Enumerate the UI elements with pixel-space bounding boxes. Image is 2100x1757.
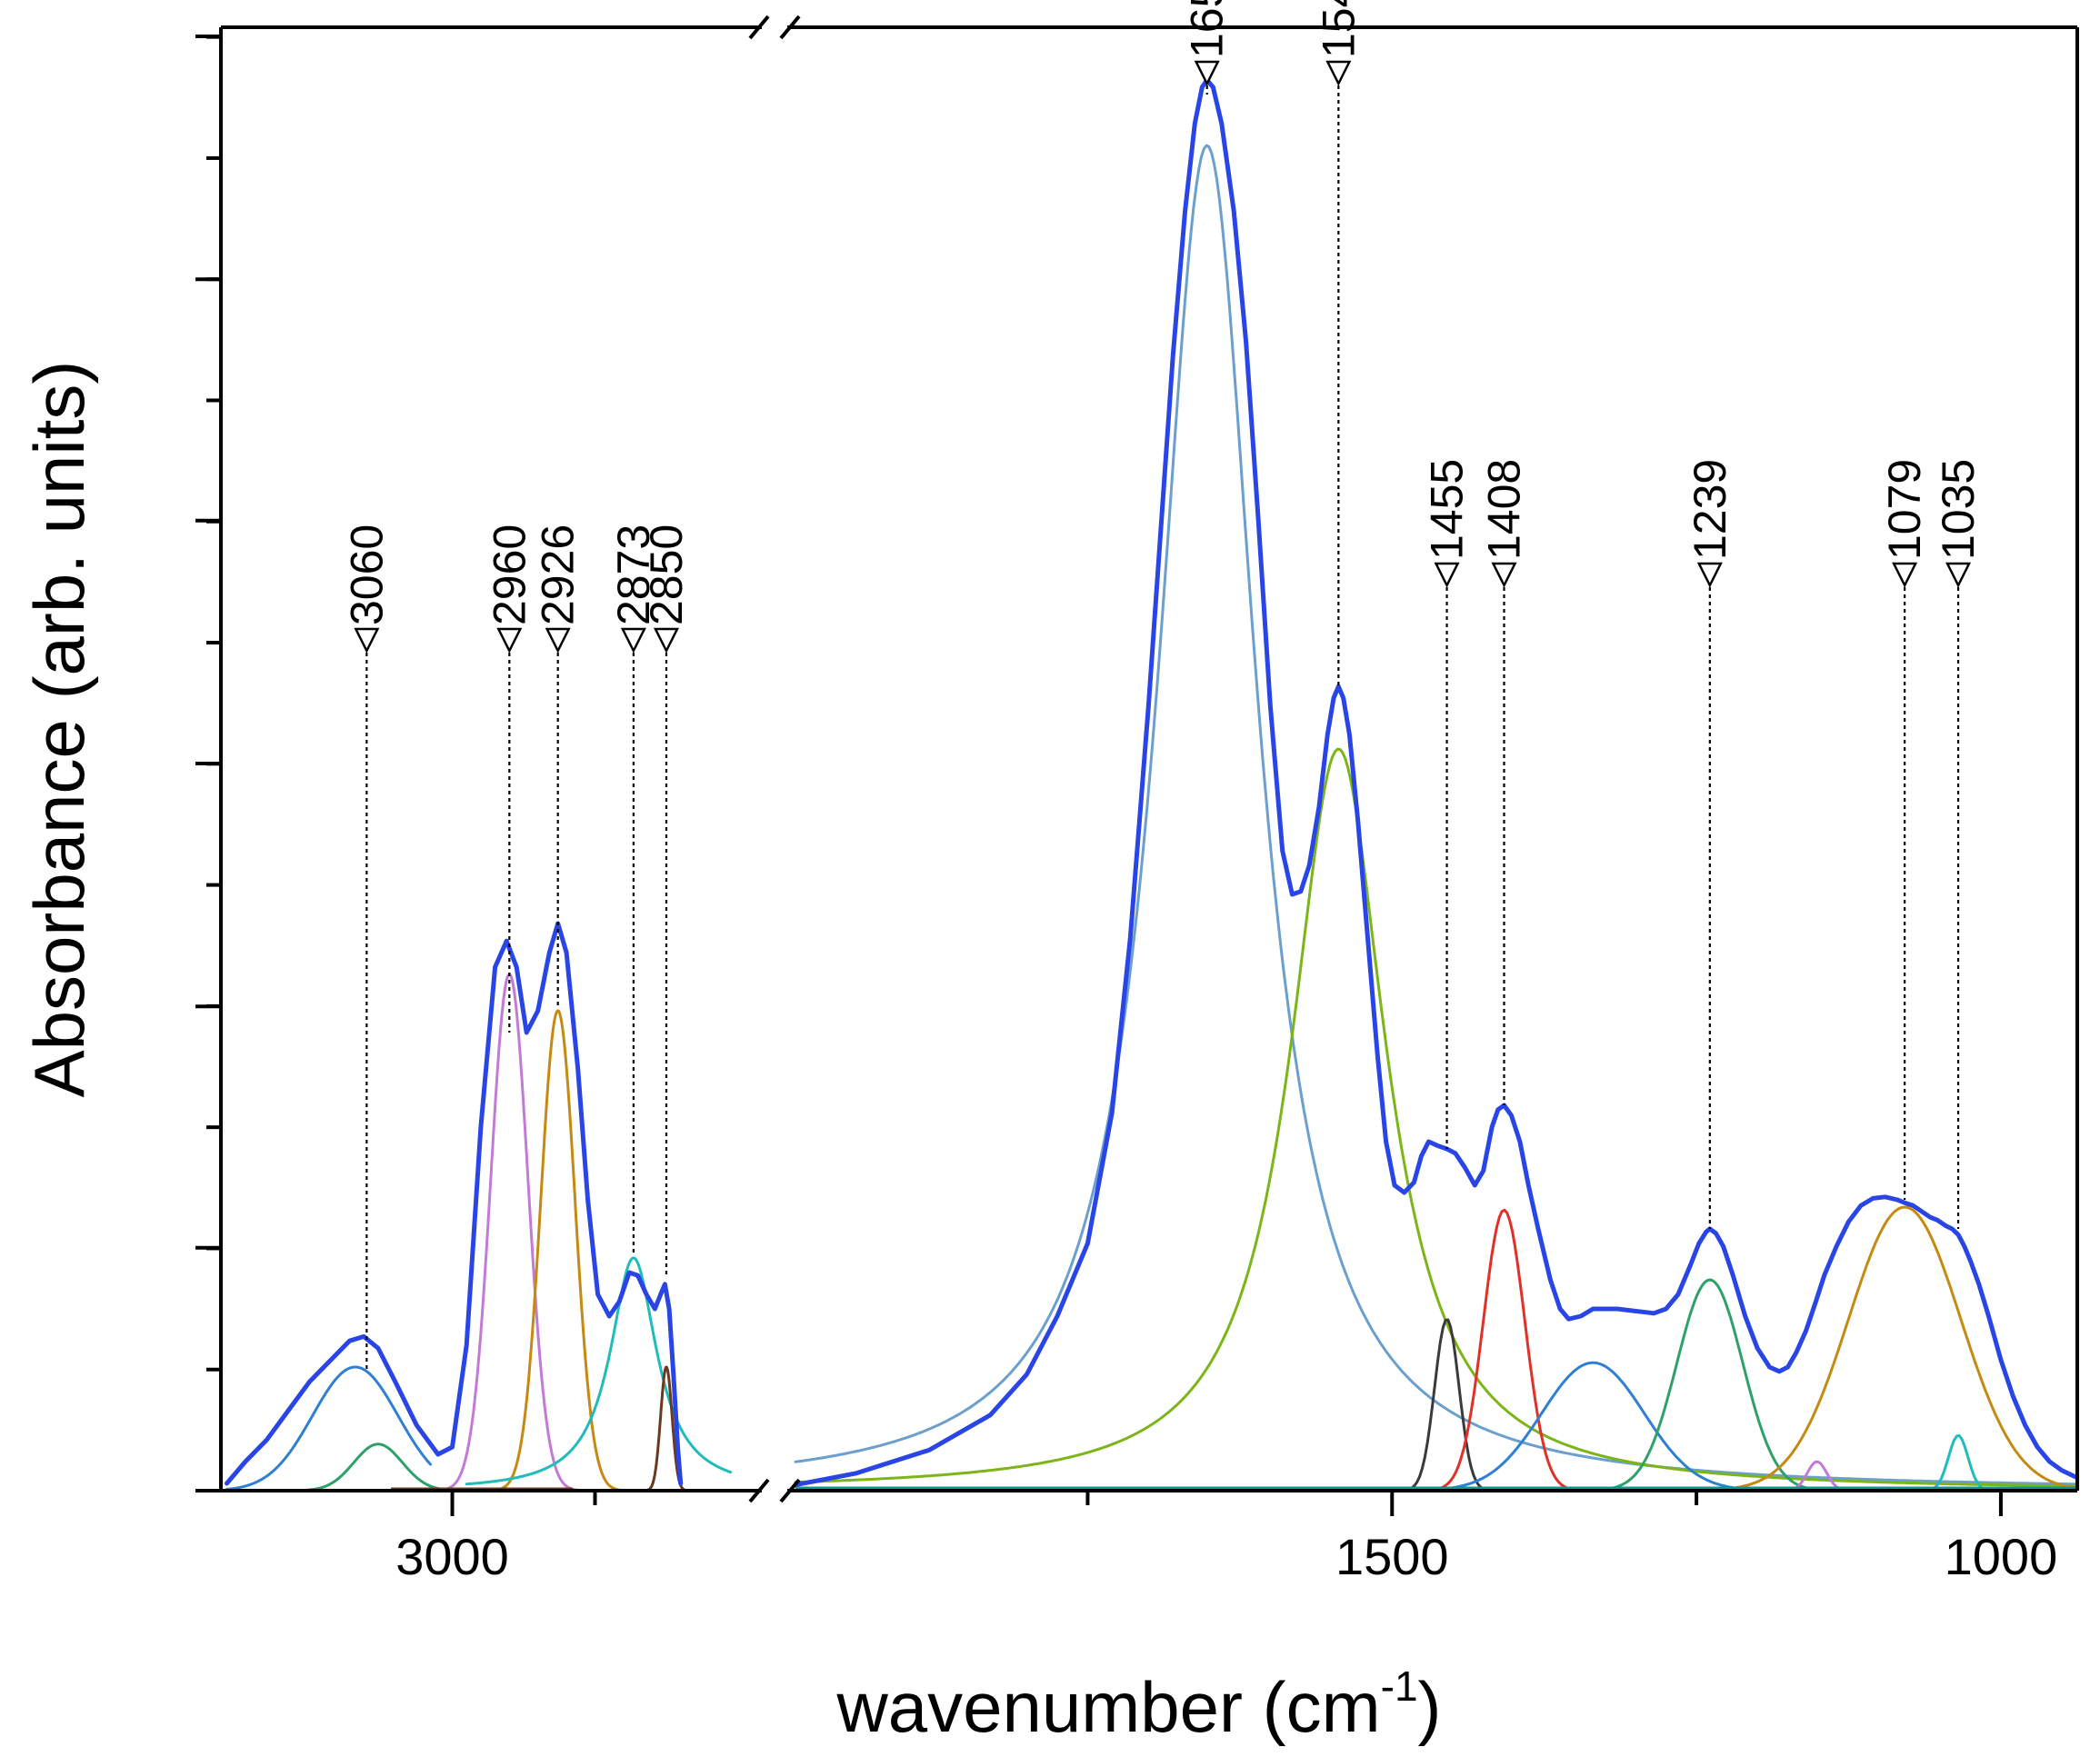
- peak-label-1239: 1239: [1685, 459, 1735, 560]
- peak-label-2873: 2873: [608, 524, 659, 625]
- series-band-15: [465, 1256, 733, 1486]
- x-tick-label-1500: 1500: [1335, 1528, 1449, 1585]
- series-band-11: [225, 1365, 432, 1491]
- peak-marker-2873: [620, 627, 646, 654]
- peak-label-1079: 1079: [1879, 459, 1930, 560]
- peak-label-2926: 2926: [533, 524, 584, 625]
- peak-label-1455: 1455: [1422, 459, 1473, 560]
- series-measured-0: [225, 921, 684, 1486]
- peak-marker-1239: [1696, 562, 1723, 588]
- peak-label-2850: 2850: [641, 524, 692, 625]
- axis-break-mark: [748, 15, 770, 40]
- peak-marker-1455: [1434, 562, 1460, 588]
- peak-marker-2926: [545, 627, 571, 654]
- axis-break-mark: [748, 1478, 770, 1503]
- x-axis-label: wavenumber (cm-1): [835, 1662, 1441, 1747]
- series-band-4: [794, 1318, 2077, 1492]
- series-fit_envelope-1: [793, 77, 2077, 1488]
- peak-label-1035: 1035: [1933, 459, 1984, 560]
- peak-marker-1544: [1325, 60, 1352, 86]
- x-axis-label-end: ): [1418, 1667, 1442, 1747]
- x-tick-label-3000: 3000: [395, 1528, 509, 1585]
- peak-marker-1408: [1491, 562, 1517, 588]
- peak-marker-2960: [496, 627, 523, 654]
- axis-break-mark: [779, 15, 801, 40]
- y-axis-label: Absorbance (arb. units): [19, 361, 99, 1098]
- series-band-7: [794, 1278, 2077, 1492]
- peak-marker-2850: [653, 627, 679, 654]
- series-band-5: [794, 1208, 2077, 1492]
- peak-label-2960: 2960: [484, 524, 535, 625]
- x-axis-label-main: wavenumber (cm: [835, 1667, 1380, 1747]
- series-band-9: [794, 1460, 2077, 1492]
- x-tick-label-1000: 1000: [1945, 1528, 2058, 1585]
- series-band-8: [794, 1205, 2077, 1492]
- series-band-14: [422, 1009, 696, 1492]
- peak-marker-3060: [354, 627, 380, 654]
- axis-break-mark: [779, 1478, 801, 1503]
- peak-marker-1035: [1945, 562, 1972, 588]
- peak-marker-1652: [1194, 60, 1220, 86]
- series-band-2: [794, 144, 2077, 1486]
- x-axis-label-unit-exponent: -1: [1381, 1662, 1418, 1710]
- peak-label-3060: 3060: [341, 524, 392, 625]
- series-layer: [225, 77, 2077, 1492]
- peak-label-1408: 1408: [1478, 459, 1529, 560]
- series-band-3: [794, 747, 2077, 1488]
- axes-layer: 3000 1500 1000: [195, 15, 2079, 1585]
- peak-marker-1079: [1892, 562, 1918, 588]
